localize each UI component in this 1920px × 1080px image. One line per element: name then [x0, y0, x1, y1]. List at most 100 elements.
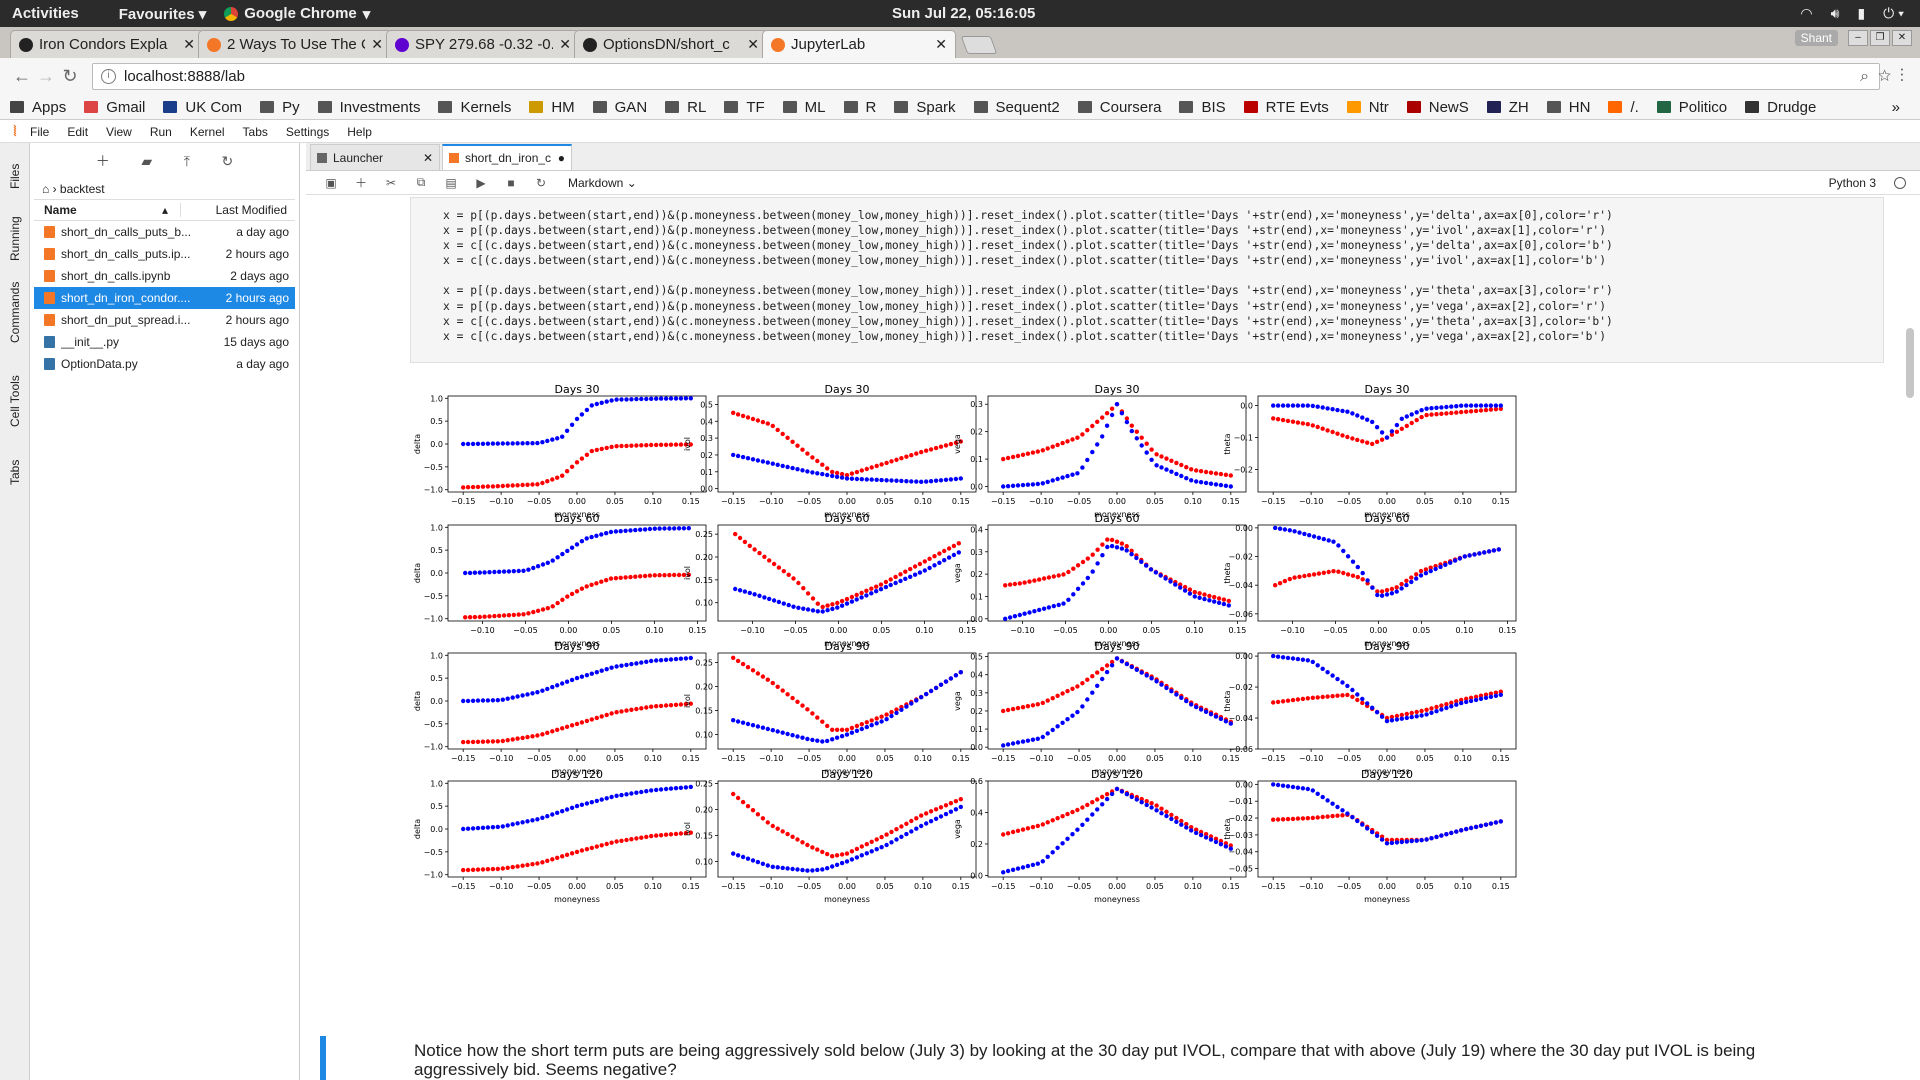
name-column-header[interactable]: Name ▴	[34, 203, 181, 217]
bookmark-15[interactable]: BIS	[1179, 99, 1226, 116]
url-input[interactable]: i localhost:8888/lab	[92, 63, 1880, 90]
browser-tab-0[interactable]: Iron Condors Expla ✕	[10, 30, 204, 58]
bookmark-8[interactable]: RL	[665, 99, 706, 116]
close-icon[interactable]: ✕	[935, 36, 947, 52]
bookmark-3[interactable]: Py	[260, 99, 300, 116]
bookmark-10[interactable]: ML	[782, 99, 826, 116]
clock[interactable]: Sun Jul 22, 05:16:05	[892, 5, 1036, 22]
bookmark-22[interactable]: Politico	[1656, 99, 1727, 116]
file-row[interactable]: short_dn_put_spread.i... 2 hours ago	[34, 309, 295, 331]
bookmark-19[interactable]: ZH	[1486, 99, 1529, 116]
minimize-icon[interactable]: –	[1848, 30, 1868, 46]
bookmark-13[interactable]: Sequent2	[973, 99, 1060, 116]
refresh-icon[interactable]: ↻	[221, 152, 234, 169]
home-icon[interactable]: ⌂	[42, 182, 50, 196]
close-icon[interactable]: ✕	[422, 150, 433, 165]
new-tab-button[interactable]	[960, 36, 998, 54]
maximize-icon[interactable]: ❐	[1870, 30, 1890, 46]
code-cell[interactable]: x = p[(p.days.between(start,end))&(p.mon…	[410, 197, 1884, 363]
sidebar-tab-tabs[interactable]: Tabs	[8, 459, 22, 485]
app-menu[interactable]: Google Chrome ▾	[224, 5, 370, 23]
copy-icon[interactable]: ⧉	[416, 175, 426, 189]
menu-file[interactable]: File	[30, 124, 50, 139]
save-icon[interactable]: ▣	[325, 175, 337, 190]
tab-launcher[interactable]: Launcher ✕	[310, 144, 440, 170]
more-bookmarks-icon[interactable]: »	[1891, 98, 1900, 116]
system-tray[interactable]: ◠ 🔊︎ ▮ ⏻ ▾	[1800, 5, 1904, 22]
menu-icon[interactable]: ⋮	[1899, 67, 1904, 85]
new-launcher-icon[interactable]: ＋	[95, 153, 110, 169]
tab-notebook[interactable]: short_dn_iron_c ●	[442, 144, 572, 170]
new-folder-icon[interactable]: ▰	[141, 152, 153, 169]
browser-tab-1[interactable]: 2 Ways To Use The C ✕	[198, 30, 392, 58]
bookmark-14[interactable]: Coursera	[1077, 99, 1161, 116]
menu-edit[interactable]: Edit	[67, 124, 89, 139]
bookmark-7[interactable]: GAN	[592, 99, 647, 116]
bookmark-17[interactable]: Ntr	[1346, 99, 1389, 116]
markdown-cell[interactable]: Notice how the short term puts are being…	[414, 1041, 1756, 1079]
sidebar-tab-cell-tools[interactable]: Cell Tools	[8, 375, 22, 427]
browser-tab-3[interactable]: OptionsDN/short_c ✕	[574, 30, 768, 58]
back-icon[interactable]: ←	[13, 66, 31, 86]
file-row[interactable]: OptionData.py a day ago	[34, 353, 295, 375]
put-point	[869, 839, 874, 844]
sidebar-tab-running[interactable]: Running	[8, 216, 22, 262]
cut-icon[interactable]: ✂	[385, 175, 397, 190]
file-row[interactable]: short_dn_calls.ipynb 2 days ago	[34, 265, 295, 287]
bookmark-5[interactable]: Kernels	[438, 99, 511, 116]
bookmark-20[interactable]: HN	[1546, 99, 1590, 116]
bookmark-4[interactable]: Investments	[317, 99, 420, 116]
info-icon[interactable]: i	[101, 69, 116, 84]
run-icon[interactable]: ▶	[476, 175, 486, 190]
menu-settings[interactable]: Settings	[285, 124, 330, 139]
sidebar-tab-commands[interactable]: Commands	[8, 281, 22, 343]
menu-tabs[interactable]: Tabs	[242, 124, 268, 139]
close-icon[interactable]: ✕	[183, 36, 195, 52]
bookmark-2[interactable]: UK Com	[163, 99, 242, 116]
file-row[interactable]: short_dn_iron_condor.... 2 hours ago	[34, 287, 295, 309]
browser-tab-2[interactable]: SPY 279.68 -0.32 -0.1 ✕	[386, 30, 580, 58]
kernel-name[interactable]: Python 3	[1828, 175, 1876, 190]
menu-kernel[interactable]: Kernel	[189, 124, 225, 139]
bookmark-11[interactable]: R	[843, 99, 876, 116]
breadcrumb-folder[interactable]: backtest	[59, 182, 105, 196]
scrollbar-thumb[interactable]	[1906, 328, 1914, 398]
activities-button[interactable]: Activities	[12, 5, 79, 22]
bookmark-9[interactable]: TF	[724, 99, 765, 116]
bookmark-1[interactable]: Gmail	[84, 99, 145, 116]
file-row[interactable]: __init__.py 15 days ago	[34, 331, 295, 353]
upload-icon[interactable]: ⤒	[183, 152, 190, 169]
modified-column-header[interactable]: Last Modified	[215, 203, 287, 217]
bookmark-21[interactable]: /.	[1608, 99, 1639, 116]
restart-icon[interactable]: ↻	[535, 175, 547, 190]
bookmark-16[interactable]: RTE Evts	[1243, 99, 1329, 116]
search-icon[interactable]: ⌕	[1860, 67, 1870, 85]
unsaved-dot-icon[interactable]: ●	[557, 151, 565, 165]
bookmark-18[interactable]: NewS	[1406, 99, 1469, 116]
bookmark-12[interactable]: Spark	[894, 99, 956, 116]
bookmark-23[interactable]: Drudge	[1745, 99, 1816, 116]
close-icon[interactable]: ✕	[747, 36, 759, 52]
sidebar-tab-files[interactable]: Files	[8, 163, 22, 189]
reload-icon[interactable]: ↻	[62, 66, 78, 86]
file-row[interactable]: short_dn_calls_puts.ip... 2 hours ago	[34, 243, 295, 265]
paste-icon[interactable]: ▤	[445, 175, 457, 190]
stop-icon[interactable]: ■	[507, 175, 515, 190]
cell-type-select[interactable]: Markdown ⌄	[568, 175, 637, 190]
bookmark-0[interactable]: Apps	[10, 99, 66, 116]
bookmark-6[interactable]: HM	[529, 99, 575, 116]
menu-run[interactable]: Run	[149, 124, 172, 139]
profile-button[interactable]: Shant	[1794, 30, 1838, 46]
insert-cell-icon[interactable]: ＋	[354, 176, 367, 190]
call-point	[810, 737, 815, 743]
close-icon[interactable]: ✕	[371, 36, 383, 52]
file-row[interactable]: short_dn_calls_puts_b... a day ago	[34, 221, 295, 243]
close-window-icon[interactable]: ✕	[1892, 30, 1912, 46]
forward-icon[interactable]: →	[37, 66, 55, 86]
star-icon[interactable]: ☆	[1878, 67, 1892, 85]
menu-help[interactable]: Help	[347, 124, 372, 139]
browser-tab-4[interactable]: JupyterLab ✕	[762, 30, 956, 58]
favourites-menu[interactable]: Favourites ▾	[118, 5, 207, 23]
menu-view[interactable]: View	[106, 124, 132, 139]
close-icon[interactable]: ✕	[559, 36, 571, 52]
